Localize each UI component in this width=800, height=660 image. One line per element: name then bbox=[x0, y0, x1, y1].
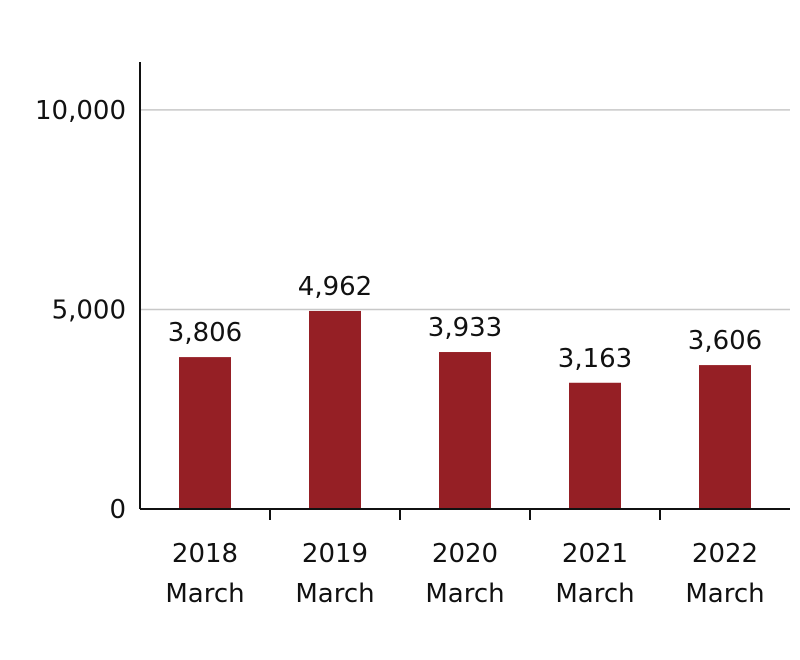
y-tick-label: 10,000 bbox=[35, 96, 126, 126]
x-tick-marks bbox=[269, 509, 661, 520]
data-label: 3,163 bbox=[558, 344, 632, 374]
x-tick-label: 2019 March bbox=[295, 539, 374, 609]
bar bbox=[309, 310, 361, 509]
axes bbox=[139, 62, 790, 510]
data-labels: 3,806 4,962 3,933 3,163 3,606 bbox=[168, 272, 762, 374]
y-tick-label: 5,000 bbox=[52, 295, 126, 325]
data-label: 3,933 bbox=[428, 313, 502, 343]
bar bbox=[179, 357, 231, 509]
grid-lines bbox=[140, 109, 790, 311]
x-tick-label: 2022 March bbox=[685, 539, 764, 609]
y-tick-labels: 0 5,000 10,000 bbox=[35, 96, 126, 525]
data-label: 3,606 bbox=[688, 326, 762, 356]
x-tick-label: 2020 March bbox=[425, 539, 504, 609]
x-tick-label: 2018 March bbox=[165, 539, 244, 609]
x-tick-label: 2021 March bbox=[555, 539, 634, 609]
bar bbox=[699, 365, 751, 509]
bars bbox=[179, 310, 751, 509]
bar bbox=[439, 352, 491, 509]
bar bbox=[569, 382, 621, 509]
data-label: 4,962 bbox=[298, 272, 372, 302]
data-label: 3,806 bbox=[168, 318, 242, 348]
x-tick-labels: 2018 March 2019 March 2020 March 2021 March 2022… bbox=[165, 539, 764, 609]
y-tick-label: 0 bbox=[109, 495, 126, 525]
